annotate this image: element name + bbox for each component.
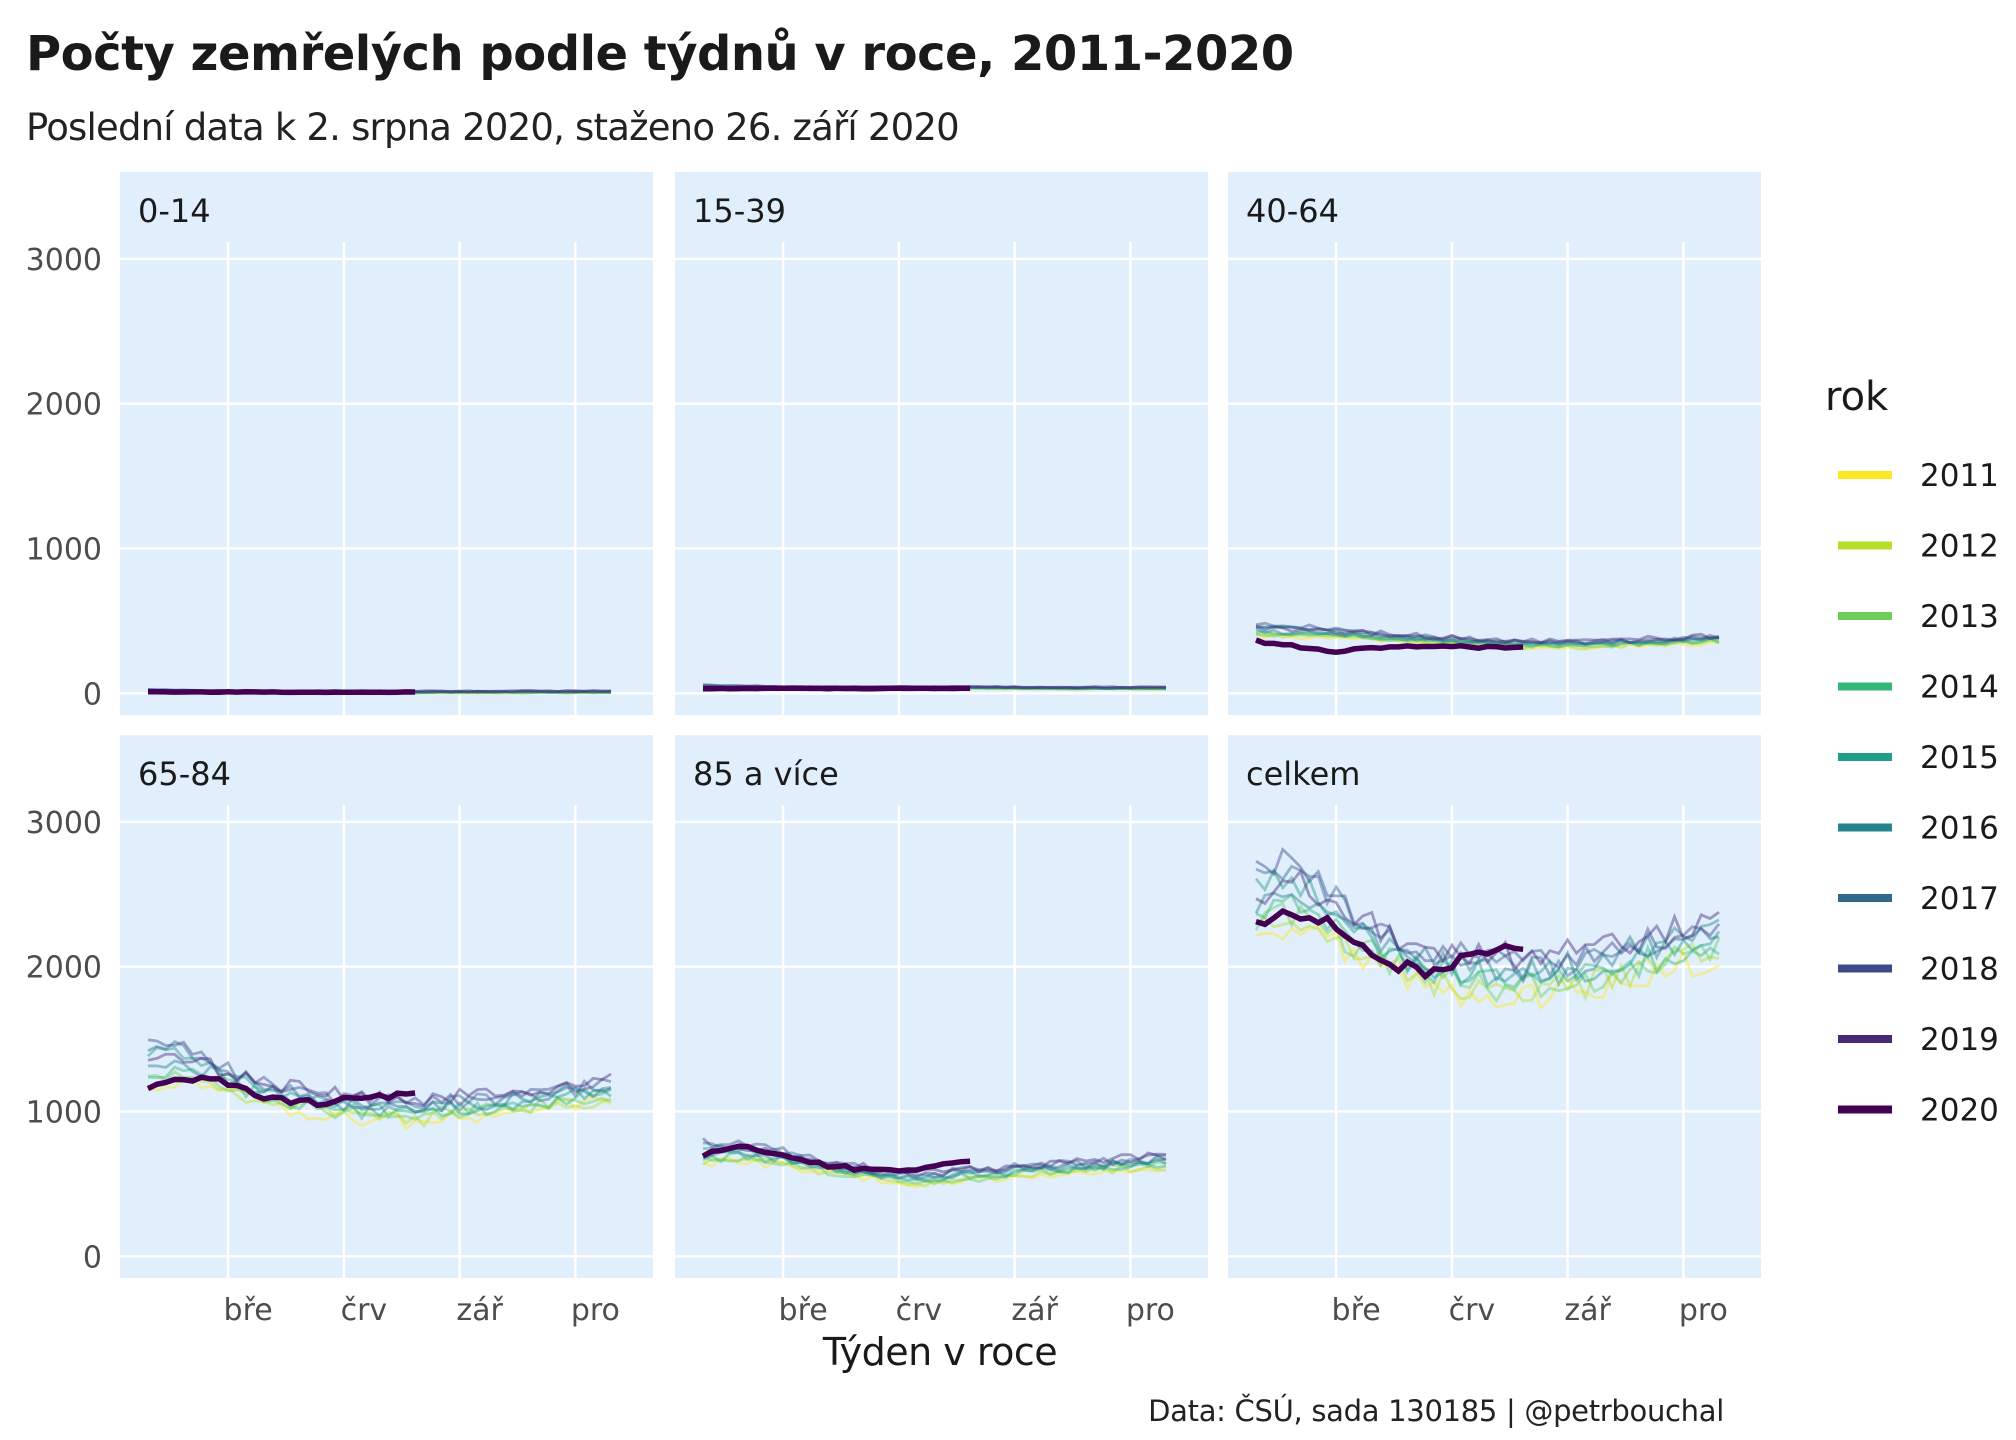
series-line-2020	[146, 1074, 416, 1109]
series-line-2020	[701, 1143, 971, 1174]
x-tick-label: zář	[1564, 1293, 1611, 1328]
series-line-2018	[147, 1038, 612, 1108]
series-line-2017	[1255, 624, 1720, 646]
series-line-2015	[1255, 624, 1720, 647]
y-tick-label: 3000	[26, 243, 102, 278]
series-line-2019	[1255, 868, 1720, 973]
series-line-2017	[147, 1040, 612, 1114]
legend-label-2017: 2017	[1920, 881, 1999, 917]
panel-label: celkem	[1246, 755, 1360, 793]
chart-title: Počty zemřelých podle týdnů v roce, 2011…	[26, 26, 1294, 82]
panel-label: 85 a více	[693, 755, 839, 793]
y-tick-label: 2000	[26, 951, 102, 986]
chart-subtitle: Poslední data k 2. srpna 2020, staženo 2…	[26, 106, 960, 149]
panel-label: 15-39	[693, 192, 786, 230]
series-line-2018	[702, 1137, 1167, 1179]
legend-title: rok	[1825, 374, 1889, 420]
x-tick-label: črv	[341, 1293, 388, 1328]
panel-65-84: 65-84	[120, 735, 653, 1278]
series-line-2019	[1255, 625, 1720, 644]
legend-label-2012: 2012	[1920, 529, 1999, 565]
series-line-2012	[702, 1156, 1167, 1188]
series-line-2018	[1255, 621, 1720, 645]
legend-label-2013: 2013	[1920, 599, 1999, 635]
legend-label-2020: 2020	[1920, 1093, 1999, 1129]
series-line-2011	[147, 1076, 612, 1132]
series-line-2011	[1255, 925, 1720, 1011]
x-tick-label: pro	[1679, 1293, 1728, 1328]
x-tick-label: črv	[896, 1293, 943, 1328]
series-line-2011	[702, 1156, 1167, 1189]
panel-15-39: 15-39	[675, 172, 1208, 715]
panel-background	[675, 172, 1208, 715]
series-line-2016	[1254, 891, 1720, 984]
panel-0-14: 0-14	[120, 172, 653, 715]
x-tick-label: pro	[571, 1293, 620, 1328]
series-line-2020	[1255, 907, 1524, 981]
y-tick-label: 0	[83, 677, 102, 712]
panel-background	[1228, 172, 1761, 715]
legend-label-2019: 2019	[1920, 1022, 1999, 1058]
series-line-2015	[1254, 867, 1721, 988]
x-tick-label: zář	[456, 1293, 503, 1328]
panel-background	[1228, 735, 1761, 1278]
series-line-2014	[702, 1151, 1167, 1182]
panel-85-a-více: 85 a více	[675, 735, 1208, 1278]
x-axis-label: Týden v roce	[822, 1330, 1058, 1374]
panel-background	[120, 172, 653, 715]
series-line-2016	[147, 1059, 612, 1113]
chart-caption: Data: ČSÚ, sada 130185 | @petrbouchal	[1148, 1394, 1724, 1428]
panel-40-64: 40-64	[1228, 172, 1761, 715]
legend: rok 2011 2012 2013 2014 2015 2016 2017 2018 2019 2…	[1825, 374, 1999, 1129]
y-tick-label: 0	[83, 1240, 102, 1275]
y-tick-label: 1000	[26, 532, 102, 567]
x-tick-label: bře	[224, 1293, 273, 1328]
panel-label: 0-14	[138, 192, 211, 230]
series-line-2018	[1255, 847, 1721, 970]
y-tick-label: 2000	[26, 388, 102, 423]
x-tick-label: pro	[1126, 1293, 1175, 1328]
panel-background	[120, 735, 653, 1278]
series-line-2012	[147, 1077, 612, 1129]
y-tick-label: 1000	[26, 1095, 102, 1130]
series-line-2020	[1255, 637, 1524, 655]
series-line-2013	[1255, 632, 1720, 649]
x-tick-label: bře	[1332, 1293, 1381, 1328]
legend-label-2016: 2016	[1920, 811, 1999, 847]
series-line-2014	[1255, 629, 1720, 649]
series-line-2012	[1255, 915, 1720, 1003]
legend-label-2011: 2011	[1920, 458, 1999, 494]
legend-label-2014: 2014	[1920, 670, 1999, 706]
series-line-2014	[147, 1065, 612, 1121]
legend-label-2018: 2018	[1920, 952, 1999, 988]
panel-background	[675, 735, 1208, 1278]
x-tick-label: črv	[1449, 1293, 1496, 1328]
legend-label-2015: 2015	[1920, 740, 1999, 776]
series-line-2016	[1255, 627, 1720, 647]
series-line-2013	[147, 1070, 612, 1121]
series-line-2015	[147, 1046, 612, 1118]
x-tick-label: bře	[779, 1293, 828, 1328]
series-line-2020	[702, 685, 971, 692]
panel-celkem: celkem	[1228, 735, 1761, 1278]
panel-label: 40-64	[1246, 192, 1339, 230]
panel-label: 65-84	[138, 755, 231, 793]
y-tick-label: 3000	[26, 806, 102, 841]
x-tick-label: zář	[1011, 1293, 1058, 1328]
series-line-2013	[702, 1153, 1167, 1185]
series-line-2020	[148, 688, 416, 696]
